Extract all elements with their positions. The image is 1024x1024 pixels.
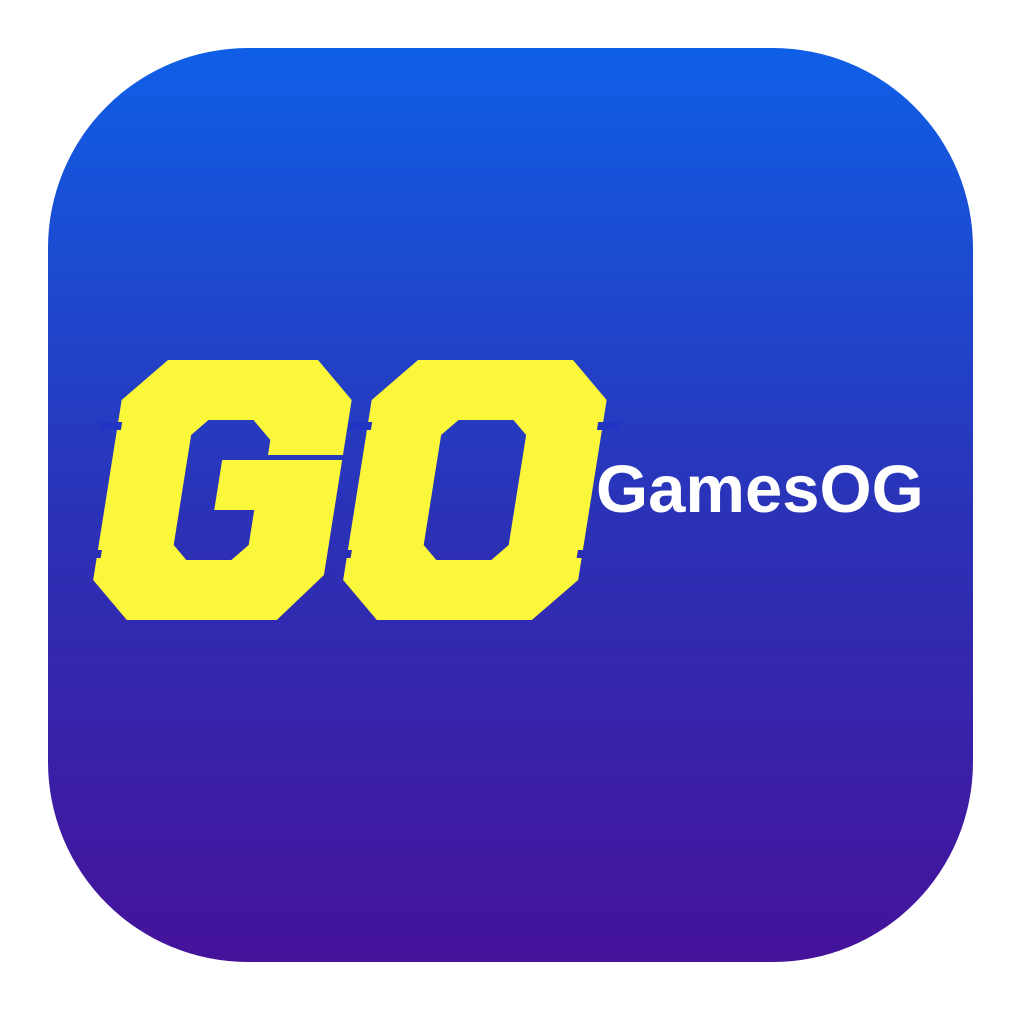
- app-icon[interactable]: GamesOG: [48, 48, 973, 962]
- brand-name: GamesOG: [596, 452, 924, 527]
- go-monogram-icon: [48, 48, 973, 962]
